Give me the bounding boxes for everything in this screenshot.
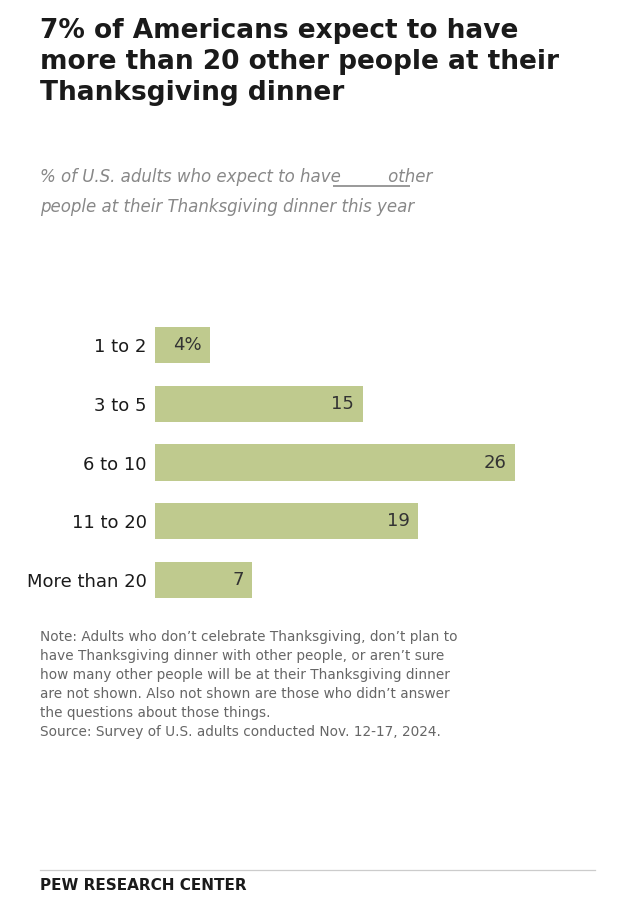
Text: 19: 19 xyxy=(387,512,410,530)
Text: 15: 15 xyxy=(331,395,354,413)
Bar xyxy=(155,562,252,598)
Text: people at their Thanksgiving dinner this year: people at their Thanksgiving dinner this… xyxy=(40,198,415,216)
Text: 4%: 4% xyxy=(174,336,202,354)
Bar xyxy=(155,327,210,363)
Bar xyxy=(155,503,418,540)
Text: 26: 26 xyxy=(484,454,507,471)
Bar xyxy=(155,444,515,480)
Bar xyxy=(155,385,363,422)
Text: Note: Adults who don’t celebrate Thanksgiving, don’t plan to
have Thanksgiving d: Note: Adults who don’t celebrate Thanksg… xyxy=(40,630,458,739)
Text: 7: 7 xyxy=(232,571,244,589)
Text: 7% of Americans expect to have
more than 20 other people at their
Thanksgiving d: 7% of Americans expect to have more than… xyxy=(40,18,559,106)
Text: % of U.S. adults who expect to have         other: % of U.S. adults who expect to have othe… xyxy=(40,168,433,186)
Text: PEW RESEARCH CENTER: PEW RESEARCH CENTER xyxy=(40,878,247,893)
